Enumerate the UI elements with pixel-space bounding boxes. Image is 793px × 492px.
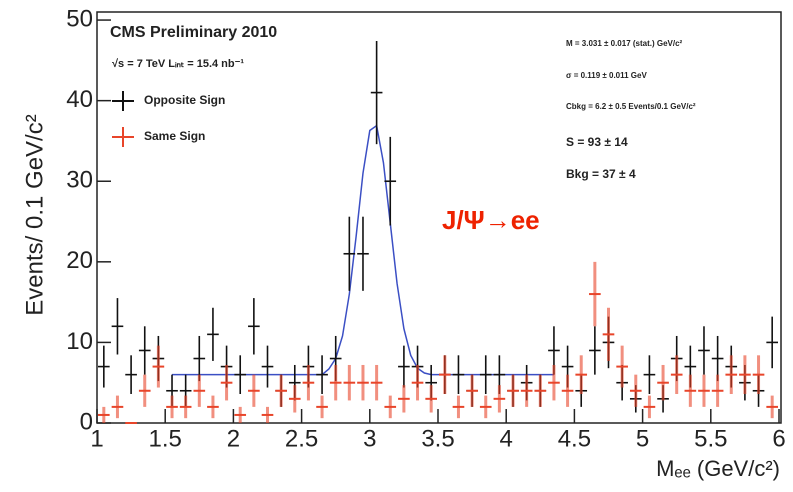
annotation: Bkg = 37 ± 4 [566, 167, 636, 181]
x-tick-label: 3 [363, 425, 376, 452]
annotation: σ = 0.119 ± 0.011 GeV [566, 71, 647, 80]
y-tick-label: 30 [66, 167, 93, 194]
y-tick-label: 20 [66, 247, 93, 274]
x-tick-label: 5 [636, 425, 649, 452]
x-tick-label: 1 [90, 425, 103, 452]
y-tick-label: 40 [66, 86, 93, 113]
x-tick-label: 3.5 [421, 425, 454, 452]
annotation: J/Ψ→ee [442, 205, 540, 235]
y-tick-label: 10 [66, 328, 93, 355]
annotation: CMS Preliminary 2010 [110, 24, 277, 41]
x-tick-label: 1.5 [149, 425, 182, 452]
y-axis-title: Events/ 0.1 GeV/c² [21, 114, 48, 315]
x-axis-title: Mₑₑ (GeV/c²) [656, 456, 780, 481]
y-tick-label: 50 [66, 5, 93, 32]
legend-label: Opposite Sign [144, 93, 225, 107]
x-tick-label: 6 [772, 425, 785, 452]
plot-frame [96, 11, 782, 424]
annotation: √s = 7 TeV Lᵢₙₜ = 15.4 nb⁻¹ [112, 58, 244, 70]
x-tick-label: 5.5 [694, 425, 727, 452]
annotation: S = 93 ± 14 [566, 135, 628, 149]
x-tick-label: 2 [227, 425, 240, 452]
annotation: Cbkg = 6.2 ± 0.5 Events/0.1 GeV/c² [566, 102, 696, 111]
legend-label: Same Sign [144, 129, 205, 143]
x-tick-label: 2.5 [285, 425, 318, 452]
x-tick-label: 4.5 [558, 425, 591, 452]
x-tick-label: 4 [500, 425, 513, 452]
y-tick-label: 0 [80, 408, 93, 435]
annotation: M = 3.031 ± 0.017 (stat.) GeV/c² [566, 39, 683, 48]
